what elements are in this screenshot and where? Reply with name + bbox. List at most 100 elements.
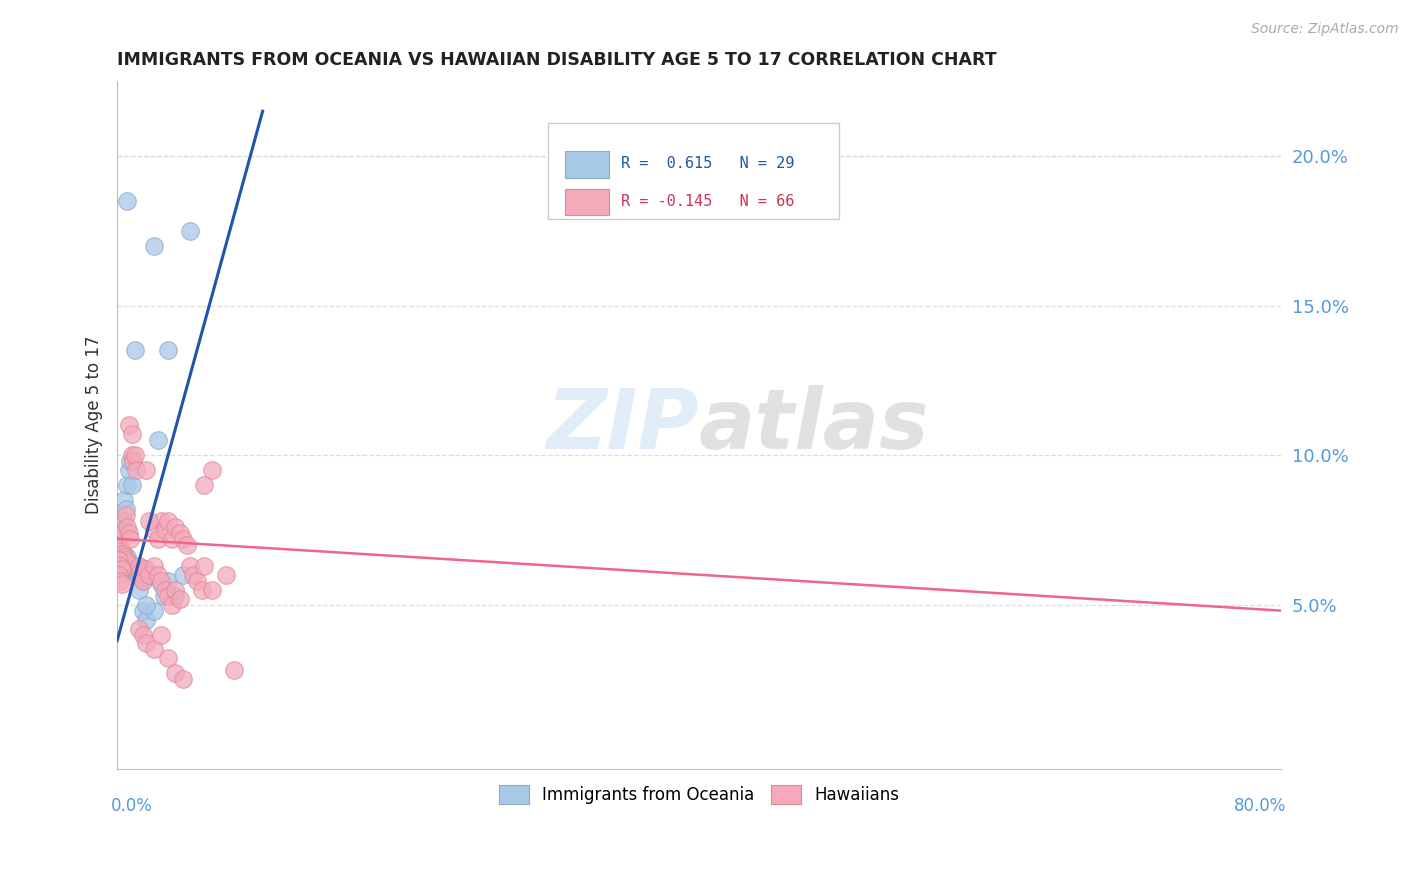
Point [181, 567, 204, 582]
Point [135, 636, 157, 650]
Point [129, 565, 152, 579]
Point [120, 558, 142, 573]
Point [110, 553, 132, 567]
Point [201, 582, 224, 597]
Point [115, 553, 138, 567]
Point [111, 547, 134, 561]
Point [128, 567, 150, 582]
Point [149, 514, 172, 528]
Point [162, 598, 184, 612]
Point [118, 418, 141, 433]
Point [110, 543, 132, 558]
Point [157, 343, 180, 358]
Point [179, 558, 201, 573]
Point [222, 664, 245, 678]
Point [118, 525, 141, 540]
FancyBboxPatch shape [548, 122, 838, 219]
Point [132, 627, 155, 641]
Point [153, 582, 176, 597]
Point [107, 543, 129, 558]
Text: R =  0.615   N = 29: R = 0.615 N = 29 [621, 156, 794, 171]
Point [165, 520, 187, 534]
Point [152, 589, 174, 603]
Point [120, 532, 142, 546]
Point [135, 463, 157, 477]
Point [165, 589, 187, 603]
Point [172, 567, 194, 582]
FancyBboxPatch shape [565, 152, 609, 178]
Point [121, 427, 143, 442]
Point [114, 493, 136, 508]
Point [111, 523, 134, 537]
FancyBboxPatch shape [565, 189, 609, 216]
Point [128, 582, 150, 597]
Point [117, 478, 139, 492]
Point [124, 343, 146, 358]
Point [111, 514, 134, 528]
Point [201, 463, 224, 477]
Point [125, 463, 148, 477]
Point [110, 562, 132, 576]
Point [121, 562, 143, 576]
Point [122, 454, 145, 468]
Point [179, 224, 201, 238]
Point [110, 576, 132, 591]
Point [108, 549, 131, 564]
Point [127, 567, 149, 582]
Point [135, 562, 157, 576]
Point [122, 562, 145, 576]
Point [172, 532, 194, 546]
Point [146, 567, 169, 582]
Point [118, 556, 141, 570]
Text: Source: ZipAtlas.com: Source: ZipAtlas.com [1251, 22, 1399, 37]
Point [169, 591, 191, 606]
Text: 80.0%: 80.0% [1234, 797, 1286, 814]
Point [138, 567, 160, 582]
Point [157, 574, 180, 588]
Point [107, 553, 129, 567]
Point [108, 574, 131, 588]
Point [165, 666, 187, 681]
Point [115, 508, 138, 522]
Point [135, 613, 157, 627]
Y-axis label: Disability Age 5 to 17: Disability Age 5 to 17 [86, 336, 103, 515]
Point [118, 463, 141, 477]
Point [193, 478, 215, 492]
Point [117, 194, 139, 208]
Point [128, 622, 150, 636]
Point [172, 673, 194, 687]
Point [128, 565, 150, 579]
Point [115, 556, 138, 570]
Point [142, 523, 165, 537]
Point [115, 502, 138, 516]
Point [186, 574, 208, 588]
Point [190, 582, 212, 597]
Point [153, 523, 176, 537]
Point [135, 562, 157, 576]
Point [121, 478, 143, 492]
Point [142, 239, 165, 253]
Point [124, 558, 146, 573]
Point [121, 448, 143, 462]
Point [169, 525, 191, 540]
Point [138, 514, 160, 528]
Point [132, 574, 155, 588]
Point [157, 589, 180, 603]
Point [193, 558, 215, 573]
Point [142, 604, 165, 618]
Point [129, 565, 152, 579]
Point [162, 532, 184, 546]
Point [107, 534, 129, 549]
Point [124, 448, 146, 462]
Point [157, 514, 180, 528]
Point [146, 433, 169, 447]
Point [108, 558, 131, 573]
Point [107, 567, 129, 582]
Point [149, 574, 172, 588]
Point [111, 547, 134, 561]
Text: R = -0.145   N = 66: R = -0.145 N = 66 [621, 194, 794, 210]
Text: 0.0%: 0.0% [111, 797, 153, 814]
Point [157, 651, 180, 665]
Point [135, 598, 157, 612]
Text: IMMIGRANTS FROM OCEANIA VS HAWAIIAN DISABILITY AGE 5 TO 17 CORRELATION CHART: IMMIGRANTS FROM OCEANIA VS HAWAIIAN DISA… [117, 51, 997, 69]
